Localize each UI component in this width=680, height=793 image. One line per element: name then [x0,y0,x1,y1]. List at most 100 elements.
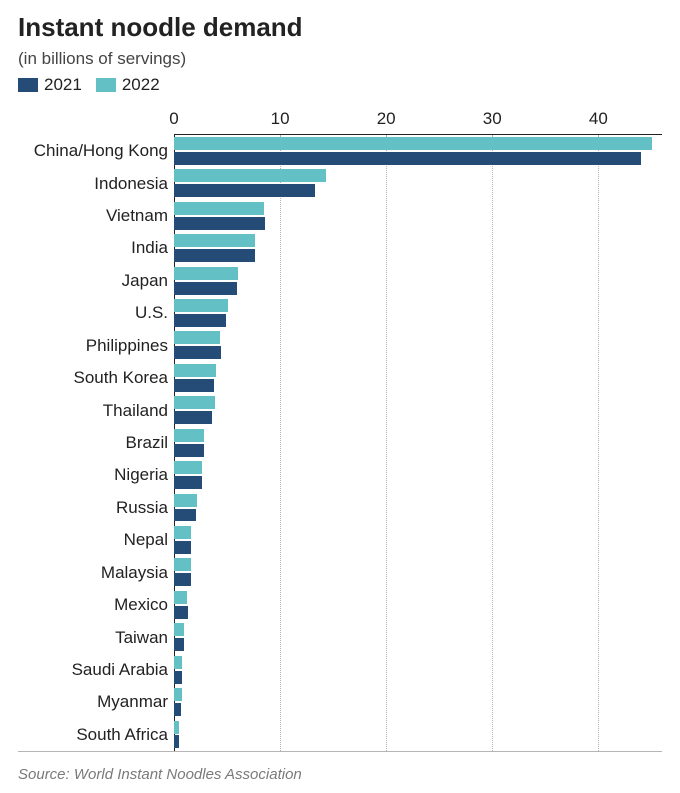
bar-y2021 [174,606,188,619]
chart-title: Instant noodle demand [18,12,662,43]
bar-y2022 [174,558,191,571]
bar-y2021 [174,541,191,554]
row-label: Nigeria [18,459,174,491]
bar-pair [174,459,662,491]
rows-area: China/Hong KongIndonesiaVietnamIndiaJapa… [18,135,662,751]
bar-y2022 [174,234,255,247]
bar-y2021 [174,573,191,586]
bar-y2021 [174,703,181,716]
row-label: Nepal [18,524,174,556]
axis-spacer [18,109,174,135]
bar-pair [174,232,662,264]
bar-pair [174,427,662,459]
bar-pair [174,265,662,297]
bar-y2022 [174,623,184,636]
bar-y2021 [174,217,265,230]
chart-subtitle: (in billions of servings) [18,49,662,69]
bar-y2021 [174,346,221,359]
row-label: Myanmar [18,686,174,718]
x-axis-tick: 20 [377,109,396,129]
bar-y2022 [174,137,652,150]
bar-pair [174,719,662,751]
bar-pair [174,492,662,524]
legend-item-2021: 2021 [18,75,82,95]
row-label: Taiwan [18,621,174,653]
bar-y2022 [174,656,182,669]
legend-label-2022: 2022 [122,75,160,95]
bar-y2022 [174,721,179,734]
row-label: China/Hong Kong [18,135,174,167]
bar-y2022 [174,202,264,215]
row-label: South Africa [18,719,174,751]
bar-y2022 [174,526,191,539]
row-label: Mexico [18,589,174,621]
row-label: Indonesia [18,167,174,199]
legend-label-2021: 2021 [44,75,82,95]
bar-y2022 [174,591,187,604]
bar-y2021 [174,249,255,262]
bar-y2022 [174,169,326,182]
bar-pair [174,297,662,329]
chart-container: Instant noodle demand (in billions of se… [0,0,680,793]
bar-rows [174,135,662,751]
bar-y2021 [174,735,179,748]
bar-y2022 [174,331,220,344]
bar-y2021 [174,671,182,684]
legend-swatch-2021 [18,78,38,92]
bar-y2021 [174,509,196,522]
bar-y2022 [174,494,197,507]
x-axis-tick: 30 [483,109,502,129]
bar-pair [174,167,662,199]
x-axis: 0 10 20 30 40 [18,109,662,135]
row-label: South Korea [18,362,174,394]
bar-y2022 [174,688,182,701]
legend-swatch-2022 [96,78,116,92]
plot-area: 0 10 20 30 40 China/Hong KongIndonesiaVietna… [18,109,662,752]
bar-y2022 [174,299,228,312]
bar-y2021 [174,379,214,392]
bar-y2022 [174,267,238,280]
bar-y2022 [174,396,215,409]
legend: 2021 2022 [18,75,662,95]
bar-y2021 [174,152,641,165]
row-label: Russia [18,492,174,524]
bar-pair [174,362,662,394]
source-line: Source: World Instant Noodles Associatio… [18,766,662,783]
x-axis-tick: 40 [589,109,608,129]
bar-y2022 [174,429,204,442]
row-label: Vietnam [18,200,174,232]
row-label: India [18,232,174,264]
bar-y2021 [174,476,202,489]
bar-y2022 [174,364,216,377]
x-axis-ticks: 010203040 [174,109,662,135]
bar-pair [174,621,662,653]
bar-pair [174,200,662,232]
bar-pair [174,524,662,556]
bar-y2021 [174,444,204,457]
row-labels: China/Hong KongIndonesiaVietnamIndiaJapa… [18,135,174,751]
bar-pair [174,556,662,588]
row-label: Philippines [18,330,174,362]
bar-pair [174,135,662,167]
x-axis-tick: 10 [271,109,290,129]
bars-area [174,135,662,751]
bar-y2021 [174,184,315,197]
row-label: Brazil [18,427,174,459]
bar-y2022 [174,461,202,474]
bar-y2021 [174,282,237,295]
bar-pair [174,330,662,362]
bar-pair [174,589,662,621]
row-label: Malaysia [18,556,174,588]
row-label: Saudi Arabia [18,654,174,686]
x-axis-tick: 0 [169,109,178,129]
bar-y2021 [174,314,226,327]
row-label: Thailand [18,394,174,426]
bar-y2021 [174,638,184,651]
legend-item-2022: 2022 [96,75,160,95]
row-label: Japan [18,265,174,297]
bar-pair [174,654,662,686]
bar-pair [174,686,662,718]
bar-pair [174,394,662,426]
bar-y2021 [174,411,212,424]
row-label: U.S. [18,297,174,329]
